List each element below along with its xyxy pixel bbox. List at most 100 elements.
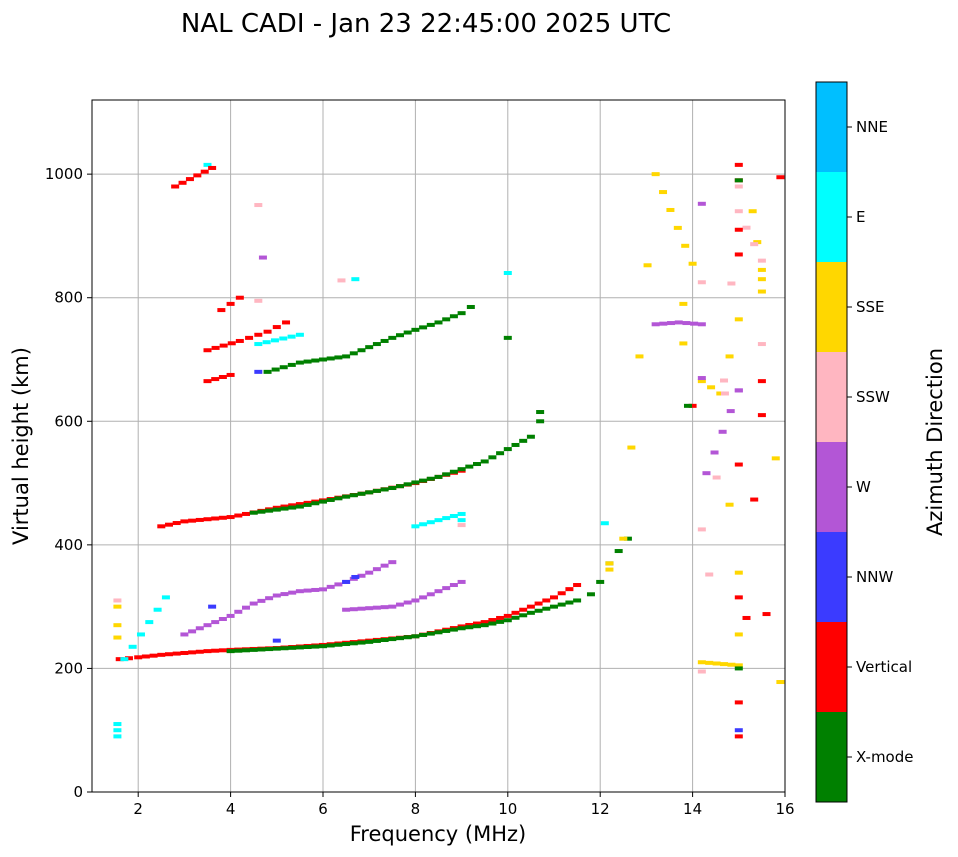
echo-point xyxy=(457,311,466,316)
y-tick-label: 400 xyxy=(54,536,83,554)
echo-point xyxy=(165,652,173,657)
echo-point xyxy=(113,635,122,640)
data-points xyxy=(113,162,785,739)
y-axis-label: Virtual height (km) xyxy=(9,347,33,545)
echo-point xyxy=(742,615,751,620)
echo-point xyxy=(614,549,623,554)
echo-point xyxy=(388,604,397,609)
echo-point xyxy=(326,643,335,648)
echo-point xyxy=(720,391,729,396)
echo-point xyxy=(550,604,558,609)
echo-point xyxy=(697,280,706,285)
echo-point xyxy=(270,338,279,343)
echo-point xyxy=(757,267,766,272)
echo-point xyxy=(365,345,374,350)
echo-point xyxy=(734,209,743,214)
echo-point xyxy=(113,623,122,628)
echo-point xyxy=(193,173,202,178)
echo-point xyxy=(419,478,428,483)
echo-point xyxy=(351,574,360,579)
echo-point xyxy=(396,636,404,641)
echo-point xyxy=(254,203,263,208)
echo-point xyxy=(113,734,122,739)
echo-point xyxy=(411,598,420,603)
echo-point xyxy=(511,615,520,620)
echo-point xyxy=(337,278,346,283)
echo-point xyxy=(734,570,743,575)
echo-point xyxy=(357,573,366,578)
echo-point xyxy=(674,320,683,325)
echo-point xyxy=(757,413,766,418)
echo-point xyxy=(334,355,343,360)
echo-point xyxy=(388,560,397,565)
echo-point xyxy=(188,650,197,655)
y-tick-label: 200 xyxy=(54,659,83,677)
echo-point xyxy=(710,450,719,455)
echo-point xyxy=(750,242,759,247)
echo-point xyxy=(326,497,335,502)
echo-point xyxy=(235,338,244,343)
echo-point xyxy=(288,505,297,510)
x-tick-label: 16 xyxy=(775,800,794,818)
echo-point xyxy=(211,620,220,625)
echo-point xyxy=(466,304,475,309)
echo-point xyxy=(349,607,358,612)
echo-point xyxy=(457,579,466,584)
echo-point xyxy=(457,467,466,472)
echo-point xyxy=(449,627,458,632)
echo-point xyxy=(565,587,574,592)
echo-point xyxy=(712,661,721,666)
echo-point xyxy=(195,649,204,654)
echo-point xyxy=(697,201,706,206)
echo-point xyxy=(365,490,374,495)
echo-point xyxy=(457,518,466,523)
y-tick-label: 800 xyxy=(54,289,83,307)
echo-point xyxy=(219,343,228,348)
echo-point xyxy=(149,653,158,658)
echo-point xyxy=(180,632,189,637)
echo-point xyxy=(217,308,226,313)
colorbar-label-x-mode: X-mode xyxy=(856,748,913,766)
echo-point xyxy=(473,462,481,467)
echo-point xyxy=(519,607,528,612)
echo-point xyxy=(265,508,274,513)
echo-point xyxy=(503,335,512,340)
x-tick-label: 10 xyxy=(498,800,517,818)
echo-point xyxy=(503,271,512,275)
echo-point xyxy=(526,604,535,609)
echo-point xyxy=(334,496,343,501)
echo-point xyxy=(734,317,743,322)
echo-point xyxy=(218,375,227,380)
echo-point xyxy=(557,591,566,596)
echo-point xyxy=(134,655,143,660)
echo-point xyxy=(372,342,381,347)
echo-point xyxy=(262,340,271,345)
echo-point xyxy=(180,519,189,524)
echo-point xyxy=(279,336,288,341)
echo-point xyxy=(178,180,187,185)
echo-point xyxy=(526,434,535,439)
echo-point xyxy=(265,596,274,601)
echo-point xyxy=(211,377,220,382)
echo-point xyxy=(734,666,743,671)
echo-point xyxy=(682,321,691,326)
echo-point xyxy=(734,252,743,257)
echo-point xyxy=(303,500,312,505)
echo-point xyxy=(442,516,451,521)
colorbar-segment xyxy=(816,82,847,172)
echo-point xyxy=(659,190,668,195)
echo-point xyxy=(303,359,312,364)
echo-point xyxy=(419,632,428,637)
echo-point xyxy=(271,367,280,372)
echo-point xyxy=(388,637,397,642)
echo-point xyxy=(342,642,351,647)
echo-point xyxy=(311,358,320,363)
echo-point xyxy=(457,523,466,528)
echo-point xyxy=(388,335,397,340)
echo-point xyxy=(757,289,766,294)
echo-point xyxy=(403,330,412,335)
echo-point xyxy=(242,648,250,653)
echo-point xyxy=(659,321,668,326)
echo-point xyxy=(234,513,243,518)
